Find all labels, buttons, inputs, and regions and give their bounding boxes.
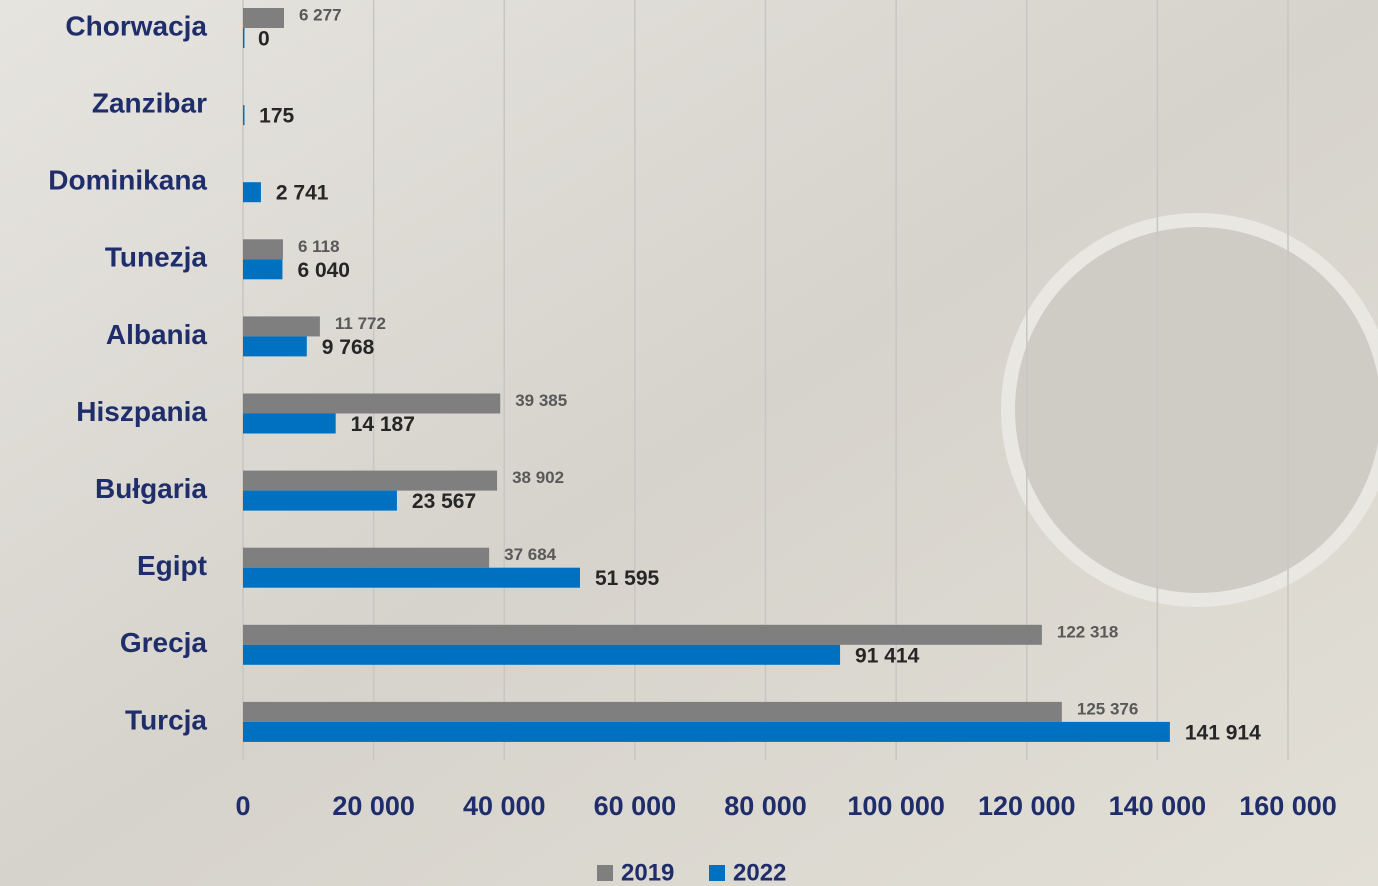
bar [243,644,841,665]
value-label: 2 741 [276,182,329,205]
bar [243,547,490,568]
y-tick-label: Albania [106,319,208,350]
value-label: 141 914 [1185,721,1261,744]
bar [243,259,283,280]
x-tick-label: 140 000 [1109,791,1207,821]
x-tick-label: 60 000 [594,791,677,821]
bar [243,8,284,28]
bar [243,721,1170,742]
value-label: 175 [259,105,294,128]
legend-swatch [597,865,613,881]
y-tick-label: Turcja [125,704,207,735]
bar [243,567,580,588]
value-label: 38 902 [512,468,564,487]
value-label: 91 414 [855,644,920,667]
y-tick-label: Hiszpania [76,396,207,427]
legend-label: 2022 [733,859,786,886]
x-tick-label: 120 000 [978,791,1076,821]
y-tick-label: Tunezja [105,242,208,273]
x-tick-label: 0 [235,791,250,821]
bar [243,239,283,260]
bar [243,393,501,414]
y-tick-label: Chorwacja [65,10,207,41]
engine-decoration [1001,213,1378,607]
value-label: 6 040 [297,259,350,282]
bar [243,470,498,491]
bar [243,182,261,203]
bar [243,316,320,337]
x-tick-label: 40 000 [463,791,546,821]
y-tick-label: Zanzibar [92,87,207,118]
value-label: 6 277 [299,5,342,24]
x-tick-label: 100 000 [847,791,945,821]
y-tick-label: Dominikana [48,165,207,196]
value-label: 11 772 [335,314,386,333]
y-tick-label: Grecja [120,627,208,658]
y-tick-label: Bułgaria [95,473,207,504]
value-label: 51 595 [595,567,660,590]
bar [243,105,245,126]
value-label: 14 187 [351,413,415,436]
value-label: 39 385 [515,391,567,410]
x-tick-label: 80 000 [724,791,807,821]
bar [243,490,397,511]
y-tick-label: Egipt [137,550,207,581]
value-label: 6 118 [298,237,340,256]
x-tick-label: 20 000 [332,791,415,821]
bar [243,28,245,48]
value-label: 0 [258,28,270,51]
x-tick-label: 160 000 [1239,791,1337,821]
legend-swatch [709,865,725,881]
bar [243,413,336,434]
bar [243,336,307,357]
value-label: 37 684 [504,545,557,564]
bar [243,701,1062,722]
value-label: 23 567 [412,490,476,513]
value-label: 125 376 [1077,699,1138,718]
value-label: 9 768 [322,336,375,359]
value-label: 122 318 [1057,622,1118,641]
bar [243,624,1042,645]
legend-label: 2019 [621,859,674,886]
